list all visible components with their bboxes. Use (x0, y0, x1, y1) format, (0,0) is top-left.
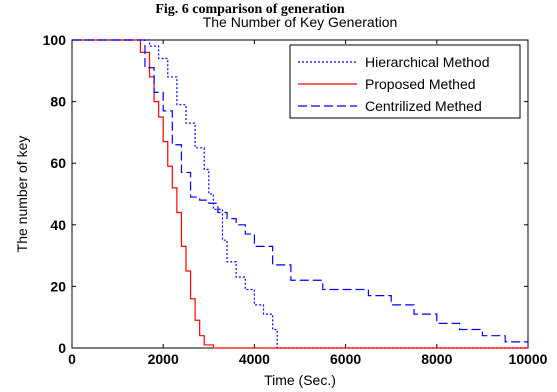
y-axis-label: The number of key (14, 136, 30, 253)
y-tick-label: 0 (58, 340, 66, 356)
series-line-centrilized-methed (72, 39, 529, 345)
x-tick-label: 8000 (421, 351, 452, 367)
series-line-hierarchical-method (72, 39, 528, 349)
series-layer (72, 39, 529, 349)
y-tick-label: 20 (50, 278, 66, 294)
chart-title: The Number of Key Generation (203, 14, 398, 30)
x-tick-label: 6000 (330, 351, 361, 367)
legend-label-proposed-methed: Proposed Methed (365, 76, 476, 92)
x-tick-label: 4000 (239, 351, 270, 367)
series-line-proposed-methed (72, 39, 528, 349)
axis-ticks: 0 2000 4000 6000 8000 10000 0 20 40 60 80 100 (43, 32, 548, 367)
legend: Hierarchical Method Proposed Methed Centri… (289, 44, 521, 119)
legend-label-hierarchical-method: Hierarchical Method (365, 54, 490, 70)
x-tick-label: 2000 (148, 351, 179, 367)
legend-label-centrilized-methed: Centrilized Methed (365, 98, 482, 114)
x-tick-label: 0 (68, 351, 76, 367)
y-tick-label: 80 (50, 94, 66, 110)
y-tick-label: 60 (50, 155, 66, 171)
y-tick-label: 40 (50, 217, 66, 233)
y-tick-label: 100 (43, 32, 67, 48)
figure-caption: Fig. 6 comparison of generation (155, 2, 345, 17)
x-tick-label: 10000 (509, 351, 548, 367)
x-axis-label: Time (Sec.) (264, 372, 336, 388)
